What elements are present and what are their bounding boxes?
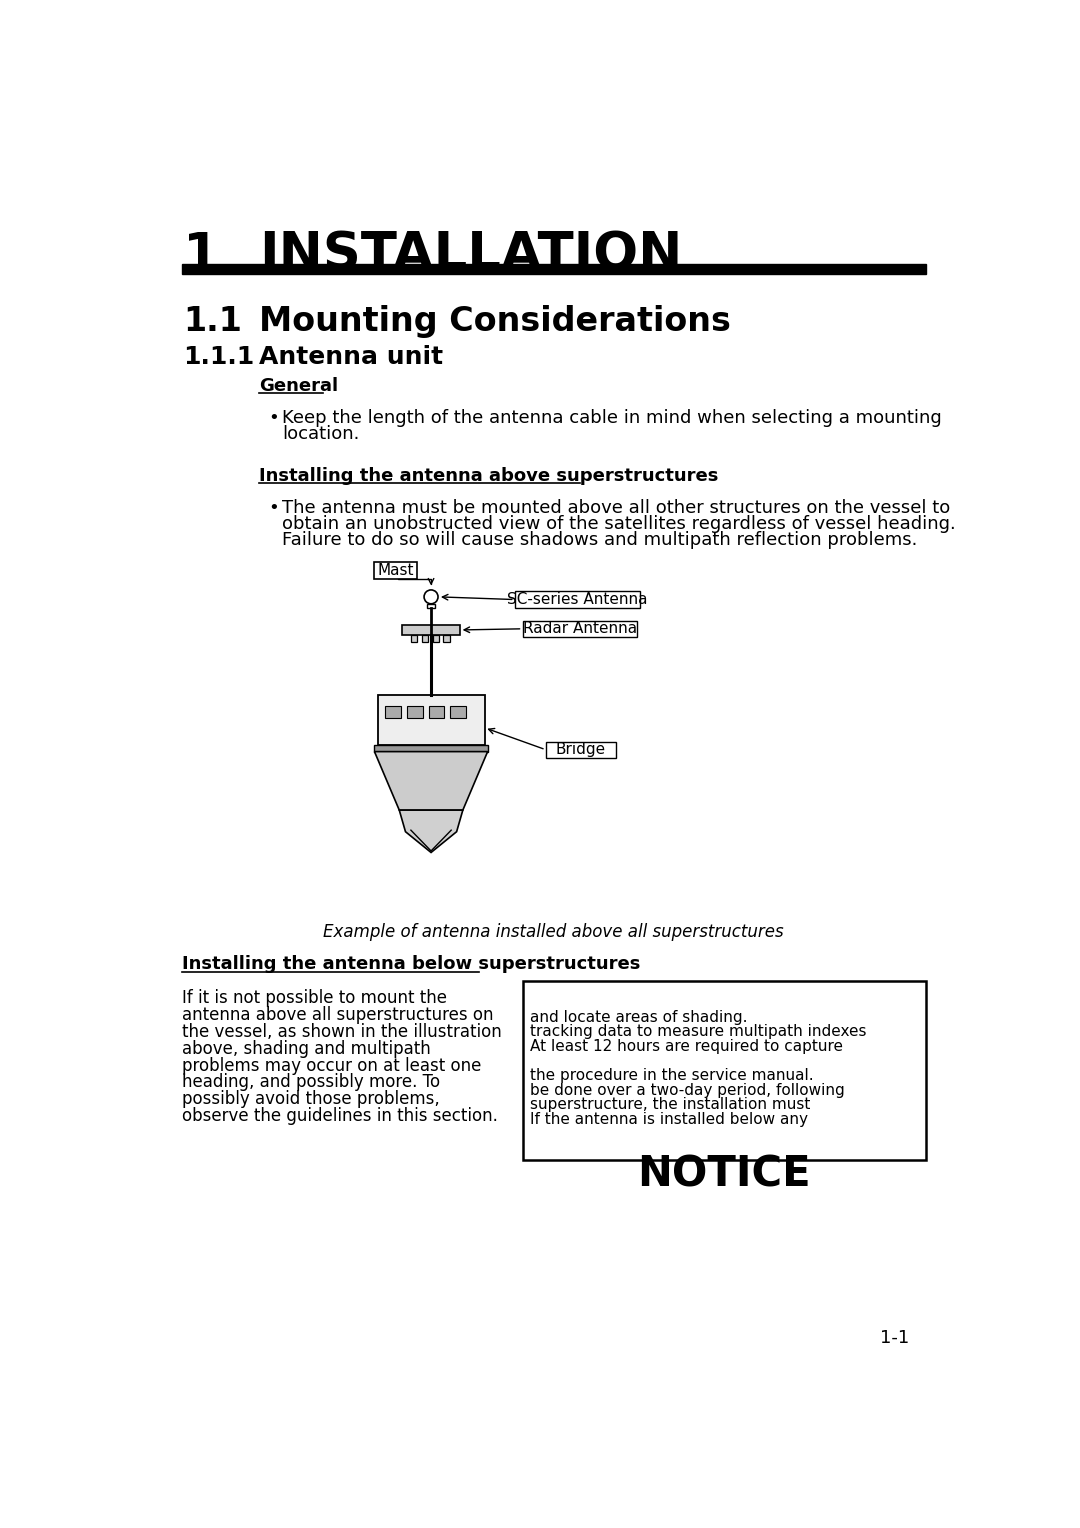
Text: Example of antenna installed above all superstructures: Example of antenna installed above all s… [323, 923, 784, 941]
Bar [428, 604, 435, 608]
Text: Keep the length of the antenna cable in mind when selecting a mounting: Keep the length of the antenna cable in … [282, 410, 942, 426]
Text: SC-series Antenna: SC-series Antenna [508, 591, 648, 607]
Text: Installing the antenna above superstructures: Installing the antenna above superstruct… [259, 466, 718, 484]
Bar [433, 636, 438, 642]
Text: Installing the antenna below superstructures: Installing the antenna below superstruct… [181, 955, 639, 973]
Text: INSTALLATION: INSTALLATION [259, 229, 683, 281]
Text: location.: location. [282, 425, 360, 443]
Text: heading, and possibly more. To: heading, and possibly more. To [181, 1074, 440, 1091]
Text: The antenna must be mounted above all other structures on the vessel to: The antenna must be mounted above all ot… [282, 500, 950, 516]
Text: antenna above all superstructures on: antenna above all superstructures on [181, 1005, 492, 1024]
Text: observe the guidelines in this section.: observe the guidelines in this section. [181, 1108, 498, 1125]
Bar [422, 636, 428, 642]
Bar [410, 636, 417, 642]
Text: 1-1: 1-1 [880, 1329, 909, 1348]
Text: General: General [259, 377, 338, 396]
Text: Failure to do so will cause shadows and multipath reflection problems.: Failure to do so will cause shadows and … [282, 532, 918, 550]
Polygon shape [400, 810, 463, 853]
Text: be done over a two-day period, following: be done over a two-day period, following [530, 1083, 845, 1097]
Text: If the antenna is installed below any: If the antenna is installed below any [530, 1112, 808, 1128]
Text: At least 12 hours are required to capture: At least 12 hours are required to captur… [530, 1039, 843, 1054]
Bar [515, 591, 640, 608]
Text: Radar Antenna: Radar Antenna [523, 622, 637, 636]
Text: possibly avoid those problems,: possibly avoid those problems, [181, 1091, 440, 1108]
Text: Bridge: Bridge [555, 743, 606, 758]
Bar [407, 706, 422, 718]
Text: the procedure in the service manual.: the procedure in the service manual. [530, 1068, 814, 1083]
Text: Antenna unit: Antenna unit [259, 345, 443, 370]
Polygon shape [375, 752, 488, 810]
Text: above, shading and multipath: above, shading and multipath [181, 1039, 430, 1057]
Bar [545, 741, 616, 758]
Text: 1.1.1: 1.1.1 [183, 345, 254, 370]
Text: If it is not possible to mount the: If it is not possible to mount the [181, 989, 446, 1007]
Text: the vessel, as shown in the illustration: the vessel, as shown in the illustration [181, 1022, 501, 1041]
Text: problems may occur on at least one: problems may occur on at least one [181, 1056, 481, 1074]
Bar [523, 981, 926, 1160]
Bar [444, 636, 449, 642]
Bar [523, 620, 637, 637]
Text: 1.1: 1.1 [183, 306, 242, 338]
Text: Mounting Considerations: Mounting Considerations [259, 306, 731, 338]
Bar [450, 706, 465, 718]
Text: and locate areas of shading.: and locate areas of shading. [530, 1010, 747, 1025]
Text: •: • [268, 500, 279, 516]
Bar [386, 706, 401, 718]
Text: obtain an unobstructed view of the satellites regardless of vessel heading.: obtain an unobstructed view of the satel… [282, 515, 956, 533]
Text: tracking data to measure multipath indexes: tracking data to measure multipath index… [530, 1024, 867, 1039]
Bar [378, 695, 485, 744]
Text: superstructure, the installation must: superstructure, the installation must [530, 1097, 811, 1112]
Bar [429, 706, 444, 718]
Text: •: • [268, 410, 279, 426]
Bar [403, 625, 460, 636]
Text: 1: 1 [183, 229, 220, 281]
Bar [374, 562, 417, 579]
Text: NOTICE: NOTICE [637, 1154, 811, 1195]
Bar [181, 264, 926, 274]
Polygon shape [375, 744, 488, 752]
Text: Mast: Mast [377, 564, 414, 578]
